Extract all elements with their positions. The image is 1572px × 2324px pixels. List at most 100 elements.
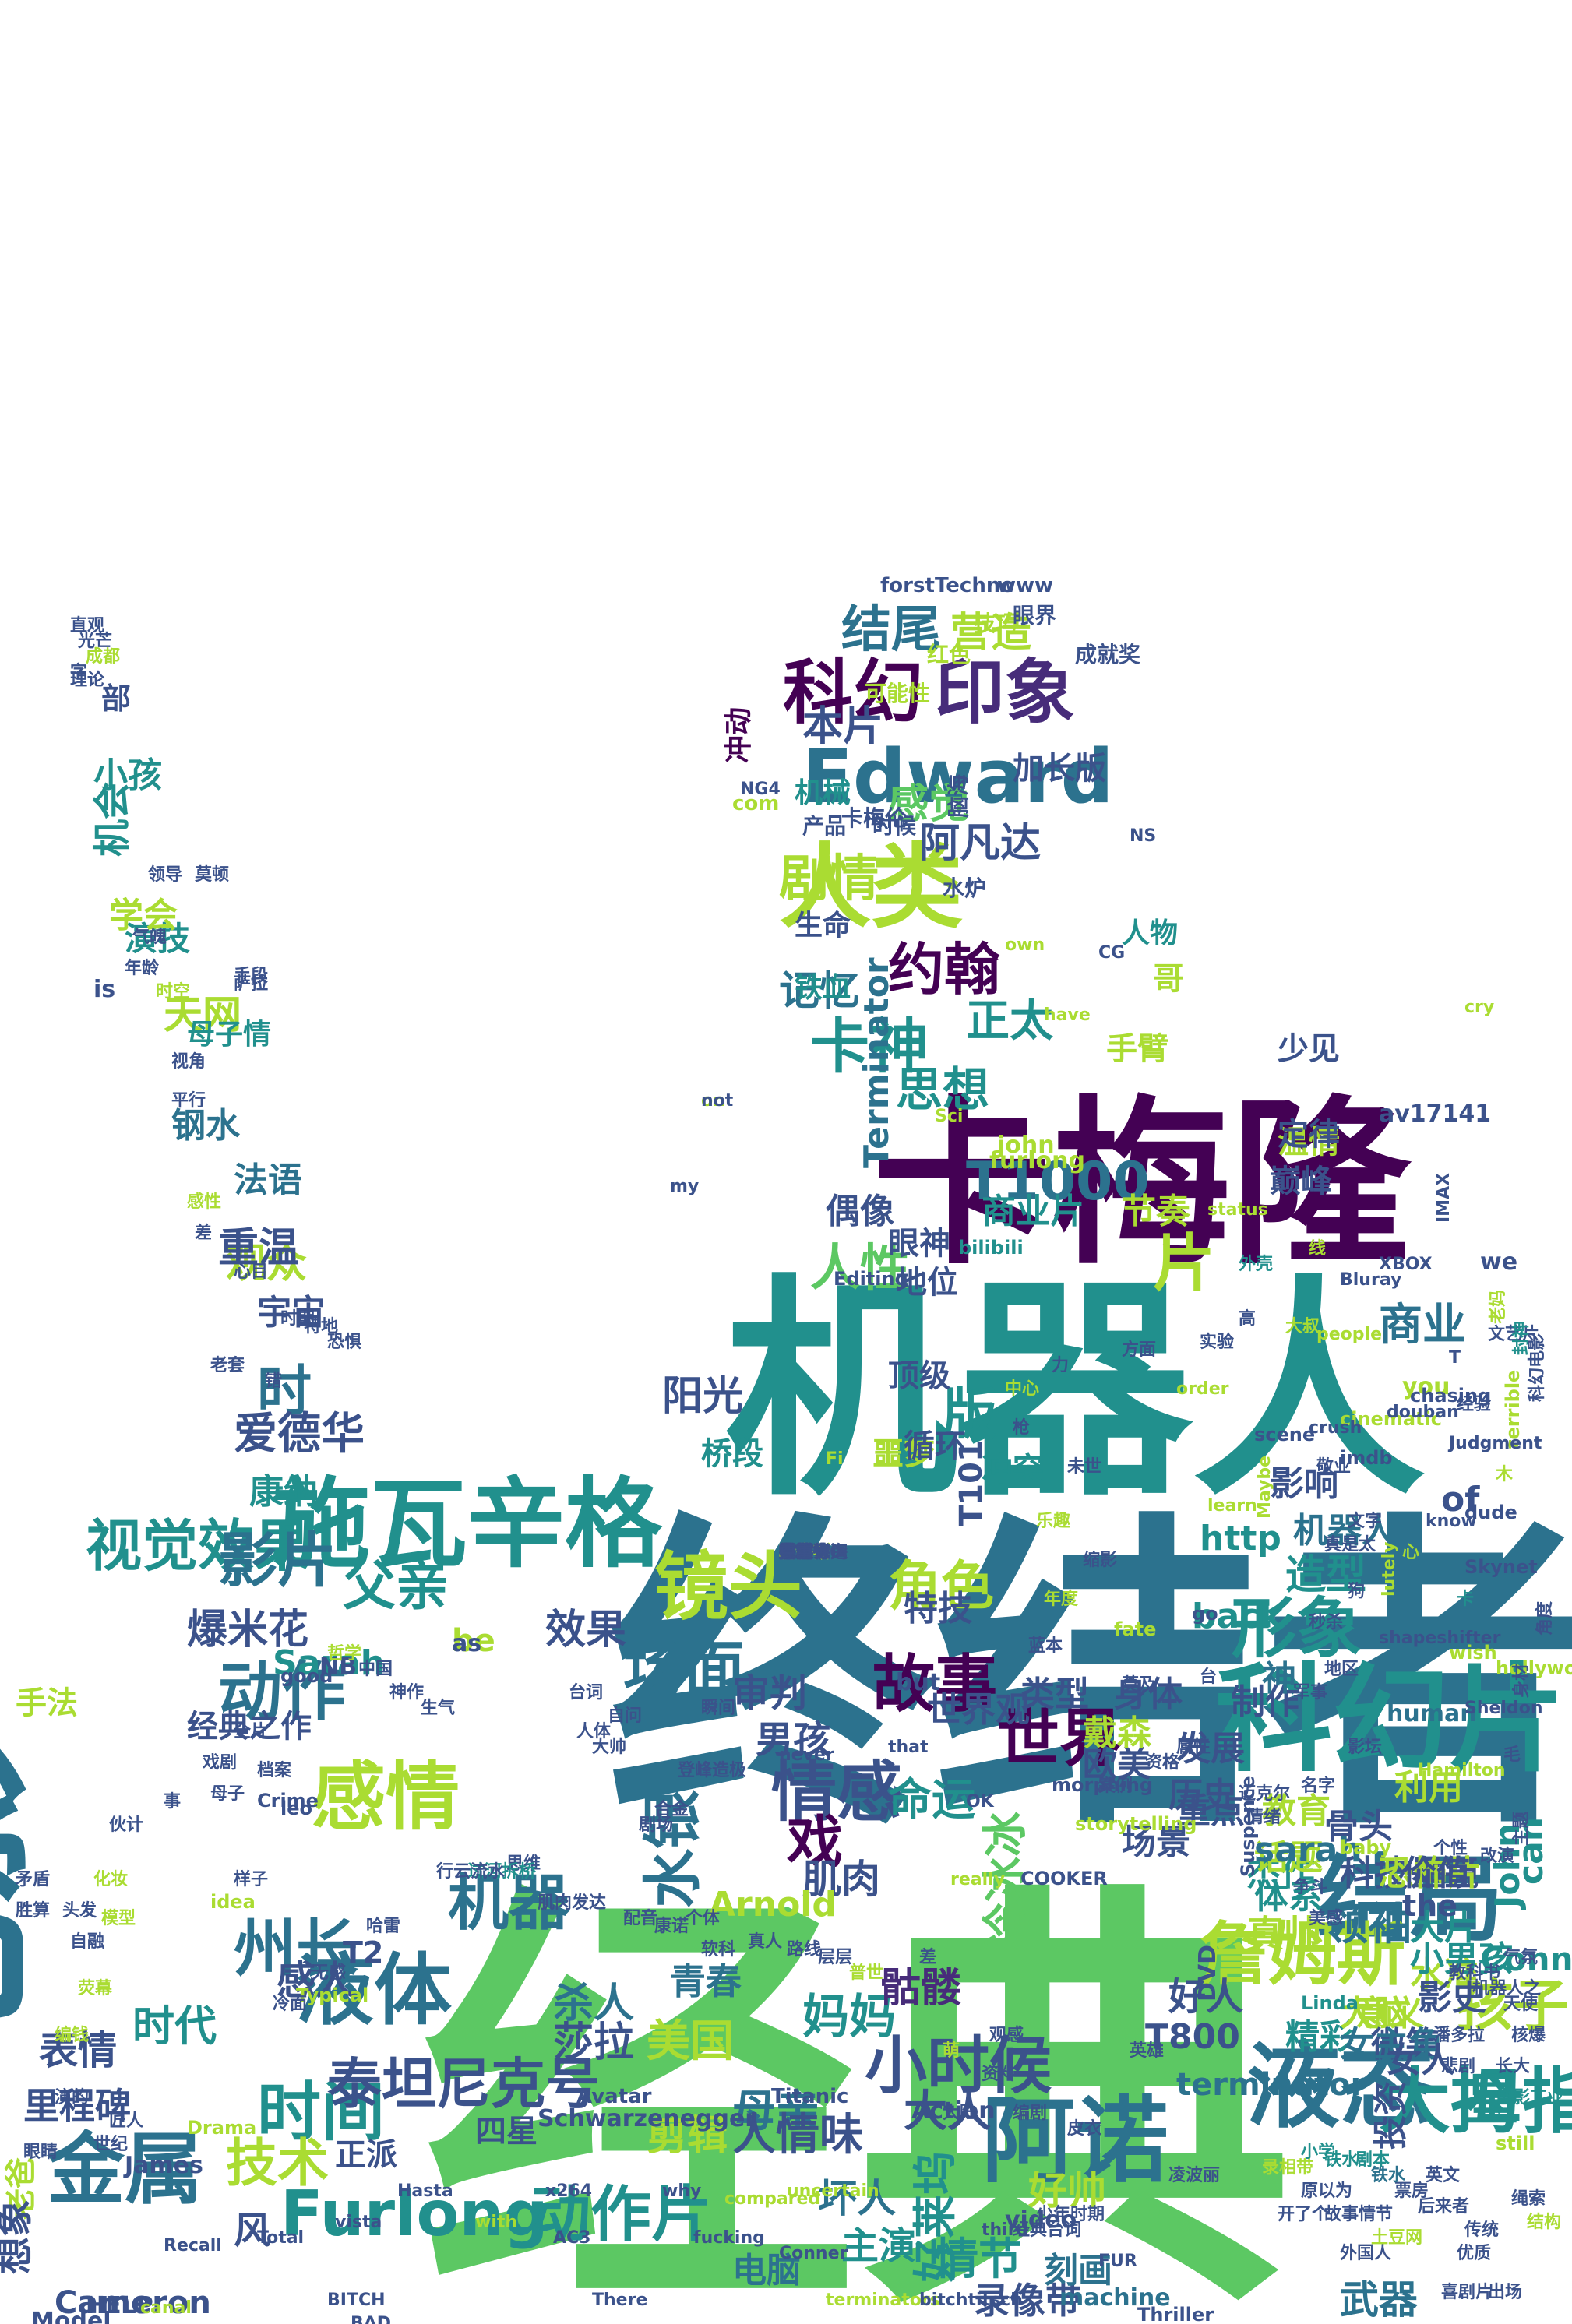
- word-cloud-word: 机器: [448, 1868, 570, 1938]
- word-cloud-word: 冲突: [982, 1452, 1044, 1488]
- word-cloud-word: 力: [1052, 1356, 1069, 1375]
- word-cloud-word: 实时: [779, 1542, 813, 1562]
- word-cloud-word: 手段: [779, 1542, 813, 1562]
- word-cloud-word: Judgment: [1447, 1434, 1542, 1453]
- word-cloud-word: 阿诺: [982, 2087, 1168, 2195]
- word-cloud-word: 场景: [1122, 1822, 1190, 1862]
- word-cloud-word: 青春: [670, 1960, 742, 2002]
- word-cloud-word: 未来: [779, 1543, 814, 1562]
- word-cloud-word: 泰坦尼克号: [327, 2052, 600, 2116]
- word-cloud-word: 小学: [1301, 2142, 1335, 2162]
- word-cloud-word: scene: [1254, 1424, 1315, 1445]
- word-cloud-word: 卡神: [810, 1012, 929, 1081]
- word-cloud-word: back: [1192, 1597, 1284, 1636]
- word-cloud-word: 大叔: [1285, 1317, 1320, 1336]
- word-cloud-word: 技巧: [974, 611, 1017, 636]
- word-cloud-word: 重温: [218, 1225, 299, 1272]
- word-cloud-word: 莫顿: [195, 865, 229, 885]
- word-cloud-word: 秒杀: [1309, 1612, 1343, 1632]
- word-cloud-word: 机器人: [724, 1255, 1426, 1527]
- word-cloud-word: 造型: [1285, 1552, 1366, 1599]
- word-cloud-word: 迷人: [778, 1543, 813, 1562]
- word-cloud-word: 结局: [1316, 1846, 1503, 1954]
- word-cloud-word: 液体: [296, 1945, 452, 2036]
- word-cloud-word: 神马: [779, 1542, 813, 1562]
- word-cloud-word: my: [670, 1177, 699, 1196]
- word-cloud-word: 资格: [1145, 1752, 1180, 1773]
- word-cloud-word: Connor: [1480, 1940, 1572, 1978]
- word-cloud-word: 母亲: [732, 2086, 819, 2137]
- word-cloud-word: 记忆: [779, 968, 860, 1015]
- word-cloud-word: forst: [880, 574, 935, 597]
- word-cloud-word: 拍摄: [779, 1542, 814, 1562]
- word-cloud-word: 红色: [927, 642, 971, 667]
- word-cloud-word: 父亲: [343, 1556, 449, 1618]
- word-cloud-word: Suspence: [1237, 1776, 1259, 1877]
- word-cloud-word: 戴森: [1083, 1713, 1152, 1753]
- word-cloud-word: 识字: [779, 1542, 813, 1562]
- word-cloud-word: machine: [1059, 2284, 1171, 2312]
- word-cloud-word: 层层: [818, 1948, 852, 1967]
- word-cloud-word: 木: [1495, 1465, 1514, 1484]
- word-cloud-word: 布拉德: [779, 1542, 830, 1562]
- word-cloud-word: 领导: [148, 864, 182, 885]
- word-cloud-word: 不朽: [779, 1543, 813, 1562]
- word-cloud-word: 大陆: [943, 2104, 977, 2123]
- word-cloud-word: 文艺片: [1488, 1324, 1539, 1344]
- word-cloud-word: Editing: [834, 1268, 908, 1290]
- word-cloud-word: 未世: [1067, 1457, 1101, 1477]
- word-cloud-word: 正太: [966, 996, 1053, 1047]
- word-cloud-word: 血肉: [779, 1542, 813, 1562]
- word-cloud-word: 定律: [1278, 1117, 1340, 1153]
- word-cloud-word: 水银: [638, 1790, 707, 1908]
- word-cloud-word: 液态: [1246, 2033, 1433, 2141]
- word-cloud-word: 手势: [779, 1542, 813, 1562]
- word-cloud-word: Crime: [257, 1790, 319, 1812]
- word-cloud-word: av17141: [1379, 1100, 1491, 1128]
- word-cloud-word: 争斗: [1293, 1877, 1327, 1897]
- word-cloud-word: 州长: [234, 1913, 358, 1985]
- word-cloud-word: 法语: [234, 1160, 302, 1200]
- word-cloud-word: 信念: [779, 1542, 813, 1562]
- word-cloud-word: Hamilton: [1418, 1761, 1506, 1780]
- word-cloud-word: 时空: [156, 981, 190, 1002]
- word-cloud-word: 少年时期: [1035, 2204, 1105, 2224]
- word-cloud-word: 经典: [421, 1854, 1293, 2324]
- word-cloud-word: 时光: [779, 1543, 813, 1562]
- word-cloud-word: 哥: [1153, 961, 1184, 997]
- word-cloud-word: 神: [1262, 1659, 1296, 1699]
- word-cloud-word: 真帅: [1246, 1913, 1321, 1956]
- word-cloud-word: Conner: [779, 2244, 848, 2263]
- word-cloud-word: 剧场: [639, 1815, 673, 1835]
- word-cloud-word: 长大: [1496, 2057, 1530, 2076]
- word-cloud-word: 世纪: [93, 2134, 128, 2154]
- word-cloud-word: 外壳: [1239, 1254, 1273, 1274]
- word-cloud-word: 身体: [1114, 1674, 1183, 1714]
- word-cloud-word: bilibili: [958, 1237, 1024, 1259]
- word-cloud-word: 年龄: [125, 958, 160, 978]
- word-cloud-word: 加长版: [1013, 751, 1106, 787]
- word-cloud-word: 链接: [779, 1542, 813, 1562]
- word-cloud-word: 迈尔斯: [779, 1542, 830, 1562]
- word-cloud-word: 时间: [257, 2076, 385, 2150]
- word-cloud-word: 萨拉: [234, 974, 268, 994]
- word-cloud-word: 人棍: [779, 1543, 813, 1562]
- word-cloud-word: 直观: [70, 615, 104, 636]
- word-cloud-word: 面容: [779, 1542, 813, 1562]
- word-cloud-word: 角度: [1535, 1600, 1555, 1636]
- word-cloud-word: 结尾: [841, 601, 941, 659]
- word-cloud-word: 欧美: [1083, 1745, 1151, 1784]
- word-cloud-word: 刻画: [1044, 2251, 1112, 2291]
- word-cloud-word: 顶级: [888, 1358, 950, 1394]
- word-cloud-word: 投资: [1371, 2081, 1411, 2150]
- word-cloud-word: 重点: [1176, 1791, 1245, 1831]
- word-cloud-word: 剧情: [779, 850, 879, 908]
- word-cloud-word: 手段: [234, 966, 268, 986]
- word-cloud-word: 土豆网: [1371, 2228, 1422, 2248]
- word-cloud-word: 水炉: [943, 875, 986, 901]
- word-cloud-word: 心: [1402, 1543, 1419, 1562]
- word-cloud-word: 节奏: [1122, 1192, 1191, 1231]
- word-cloud-word: 脑海: [946, 774, 971, 818]
- word-cloud-word: 生命: [795, 909, 851, 942]
